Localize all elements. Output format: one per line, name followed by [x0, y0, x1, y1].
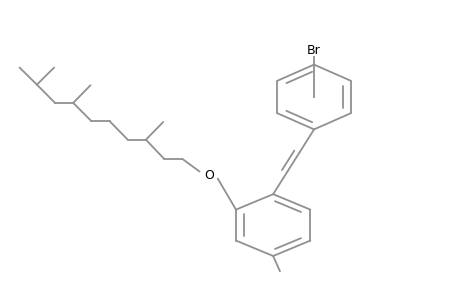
Text: O: O — [204, 169, 214, 182]
Text: Br: Br — [307, 44, 320, 57]
